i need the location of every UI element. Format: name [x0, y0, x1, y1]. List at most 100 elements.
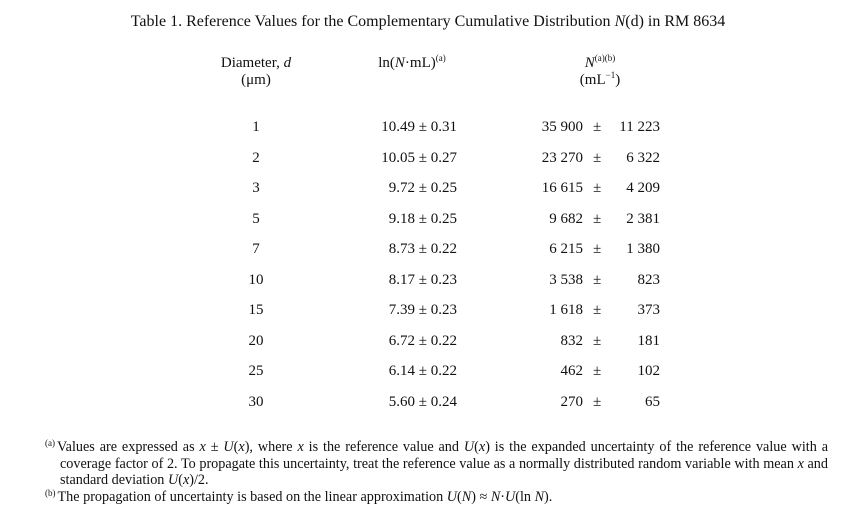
footnote-segment: U	[446, 489, 457, 505]
cell-n-value: 23 270	[541, 149, 583, 166]
cell-ln-value: 7.39 ± 0.23	[388, 302, 457, 318]
cell-ln-value: 5.60 ± 0.24	[388, 393, 457, 410]
footnote-segment: and standard deviation	[60, 455, 828, 489]
cell-plus-minus: ±	[593, 332, 602, 349]
footnote-segment: ) ≈	[471, 489, 491, 505]
cell-plus-minus: ±	[593, 180, 602, 196]
footnote-segment: U	[463, 439, 475, 455]
footnote-segment: x	[182, 472, 190, 488]
footnote-segment: ).	[544, 489, 553, 505]
table-row: 20 6.72 ± 0.22 832 ±181	[0, 333, 856, 353]
cell-plus-minus: ±	[593, 271, 602, 288]
footnote-segment: x	[199, 439, 206, 455]
table-row: 25 6.14 ± 0.22 462 ±102	[0, 363, 856, 383]
cell-plus-minus: ±	[593, 241, 602, 257]
cell-n-value: 3 538	[549, 271, 583, 288]
cell-diameter: 20	[248, 332, 264, 349]
cell-plus-minus: ±	[593, 363, 602, 379]
footnote-segment: U	[223, 439, 234, 455]
cell-n-value: 9 682	[549, 210, 583, 227]
cell-plus-minus: ±	[593, 302, 602, 318]
cell-plus-minus: ±	[593, 119, 602, 135]
cell-n-value: 270	[560, 393, 584, 410]
footnote-segment: (	[178, 472, 183, 488]
footnote-mark: (a)	[45, 438, 55, 448]
footnote-segment: (	[233, 439, 239, 455]
footnote-segment: N	[534, 489, 545, 505]
cell-diameter: 25	[248, 363, 264, 379]
cell-ln-value: 9.18 ± 0.25	[388, 210, 457, 227]
table-row: 30 5.60 ± 0.24 270 ±65	[0, 394, 856, 414]
footnote-segment: (ln	[515, 489, 535, 505]
table-row: 5 9.18 ± 0.25 9 682 ±2 381	[0, 211, 856, 231]
cell-n-uncertainty: 102	[637, 363, 661, 379]
footnote-b: (b) The propagation of uncertainty is bas…	[45, 489, 828, 506]
cell-diameter: 1	[252, 119, 260, 135]
footnote-mark: (b)	[45, 488, 56, 498]
cell-n-value: 16 615	[541, 180, 583, 196]
cell-diameter: 2	[252, 149, 260, 166]
header-n-sup: (a)(b)	[594, 53, 616, 63]
header-diameter-symbol: d	[283, 55, 292, 71]
cell-n-uncertainty: 823	[637, 271, 661, 288]
cell-n-value: 832	[560, 332, 584, 349]
cell-ln-value: 10.05 ± 0.27	[381, 149, 457, 166]
cell-ln-value: 8.73 ± 0.22	[388, 241, 457, 257]
footnote-segment: )/2.	[189, 472, 209, 488]
header-n-unit-sup: −1	[605, 70, 616, 80]
header-ln: ln(N·mL)(a)	[352, 53, 472, 72]
cell-diameter: 30	[248, 393, 264, 410]
footnote-segment: N	[490, 489, 501, 505]
header-n-unit: (mL	[579, 72, 606, 88]
footnote-segment: x	[297, 439, 304, 455]
footnote-segment: ), where	[244, 439, 298, 455]
cell-diameter: 10	[248, 271, 264, 288]
footnote-text: (b) The propagation of uncertainty is bas…	[45, 489, 828, 506]
table-row: 3 9.72 ± 0.25 16 615 ±4 209	[0, 180, 856, 200]
header-n: N(a)(b) (mL−1)	[560, 53, 640, 89]
header-diameter: Diameter, d (μm)	[196, 55, 316, 89]
footnote-segment: ±	[205, 439, 224, 455]
header-ln-symbol: N	[394, 55, 405, 71]
cell-n-value: 6 215	[549, 241, 583, 257]
cell-n-uncertainty: 6 322	[626, 149, 660, 166]
cell-plus-minus: ±	[593, 149, 602, 166]
cell-n-value: 1 618	[549, 302, 583, 318]
cell-n-uncertainty: 65	[645, 393, 660, 410]
cell-ln-value: 9.72 ± 0.25	[388, 180, 457, 196]
header-diameter-label: Diameter,	[220, 55, 284, 71]
header-n-unit-suffix: )	[615, 72, 621, 88]
cell-n-uncertainty: 373	[637, 302, 661, 318]
footnote-a: (a) Values are expressed as x ± U(x), whe…	[45, 439, 828, 489]
cell-diameter: 15	[248, 302, 264, 318]
footnote-segment: x	[797, 455, 804, 472]
cell-ln-value: 10.49 ± 0.31	[381, 119, 457, 135]
footnote-segment: x	[238, 439, 245, 455]
cell-n-value: 462	[560, 363, 584, 379]
footnote-segment: U	[505, 489, 516, 505]
footnote-segment: The propagation of uncertainty is based …	[57, 489, 447, 505]
title-suffix: in RM 8634	[643, 13, 726, 30]
header-ln-suffix: ·mL)	[404, 55, 436, 71]
cell-plus-minus: ±	[593, 393, 602, 410]
cell-diameter: 7	[252, 241, 260, 257]
cell-ln-value: 6.14 ± 0.22	[388, 363, 457, 379]
title-arg: (d)	[625, 13, 644, 30]
table-row: 7 8.73 ± 0.22 6 215 ±1 380	[0, 241, 856, 261]
footnote-segment: is the reference value and	[303, 439, 464, 455]
footnote-segment: U	[167, 472, 179, 488]
footnote-text: (a) Values are expressed as x ± U(x), whe…	[45, 439, 828, 489]
cell-ln-value: 8.17 ± 0.23	[388, 271, 457, 288]
footnote-segment: (	[457, 489, 462, 505]
cell-n-uncertainty: 4 209	[626, 180, 660, 196]
header-ln-sup: (a)	[435, 53, 446, 63]
cell-n-uncertainty: 2 381	[626, 210, 660, 227]
title-text: Table 1. Reference Values for the Comple…	[130, 13, 615, 30]
cell-n-uncertainty: 11 223	[619, 119, 660, 135]
table-row: 2 10.05 ± 0.27 23 270 ±6 322	[0, 150, 856, 170]
footnote-segment: Values are expressed as	[57, 439, 200, 455]
cell-n-uncertainty: 181	[637, 332, 661, 349]
table-row: 15 7.39 ± 0.23 1 618 ±373	[0, 302, 856, 322]
cell-plus-minus: ±	[593, 210, 602, 227]
cell-n-uncertainty: 1 380	[626, 241, 660, 257]
